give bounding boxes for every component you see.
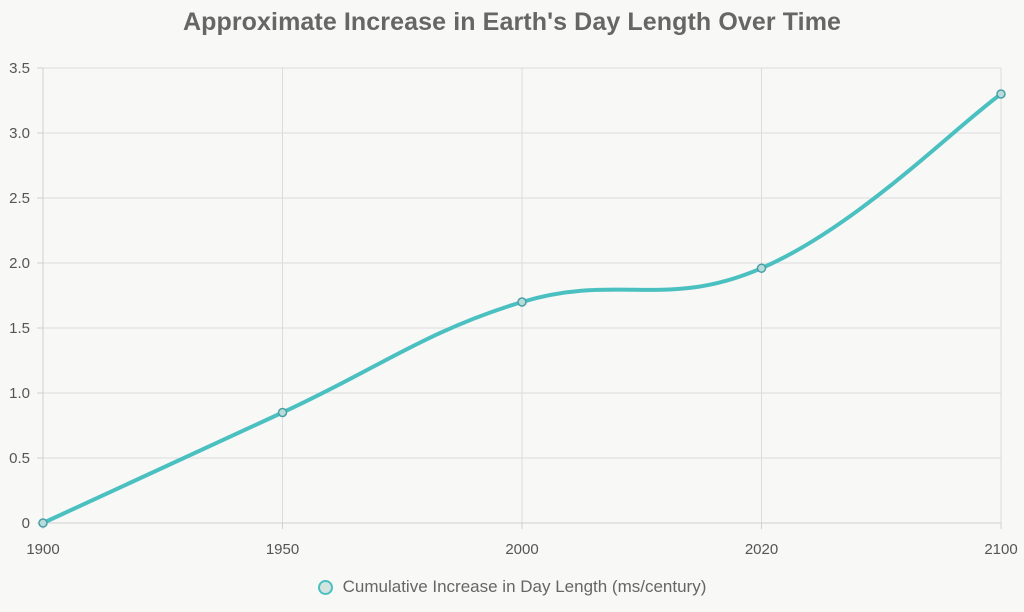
data-point (756, 263, 767, 273)
y-tick-label: 1.0 (9, 385, 30, 402)
y-tick-label: 0.5 (9, 450, 30, 467)
data-point (996, 89, 1006, 99)
axes (37, 67, 1002, 529)
series-layer (38, 89, 1006, 528)
data-point (517, 297, 527, 307)
data-point (38, 518, 48, 528)
y-tick-label: 2.5 (9, 190, 30, 207)
y-tick-label: 2.0 (9, 255, 30, 272)
y-tick-label: 1.5 (9, 320, 30, 337)
legend[interactable]: Cumulative Increase in Day Length (ms/ce… (0, 577, 1024, 597)
x-tick-label: 2000 (505, 541, 538, 558)
x-tick-label: 1900 (26, 541, 59, 558)
y-tick-label: 3.5 (9, 60, 30, 77)
x-tick-label: 2020 (745, 541, 778, 558)
y-tick-label: 3.0 (9, 125, 30, 142)
x-tick-label: 1950 (266, 541, 299, 558)
grid-lines (43, 67, 1002, 523)
x-tick-label: 2100 (984, 541, 1017, 558)
data-point (277, 407, 288, 418)
y-tick-label: 0 (22, 515, 30, 532)
legend-swatch-icon (317, 579, 333, 595)
legend-label: Cumulative Increase in Day Length (ms/ce… (342, 577, 707, 596)
chart-title: Approximate Increase in Earth's Day Leng… (182, 8, 842, 36)
tick-labels: 0 0.5 1.0 1.5 2.0 2.5 3.0 3.5 1900 1950 2000 2020 21… (9, 60, 1018, 558)
